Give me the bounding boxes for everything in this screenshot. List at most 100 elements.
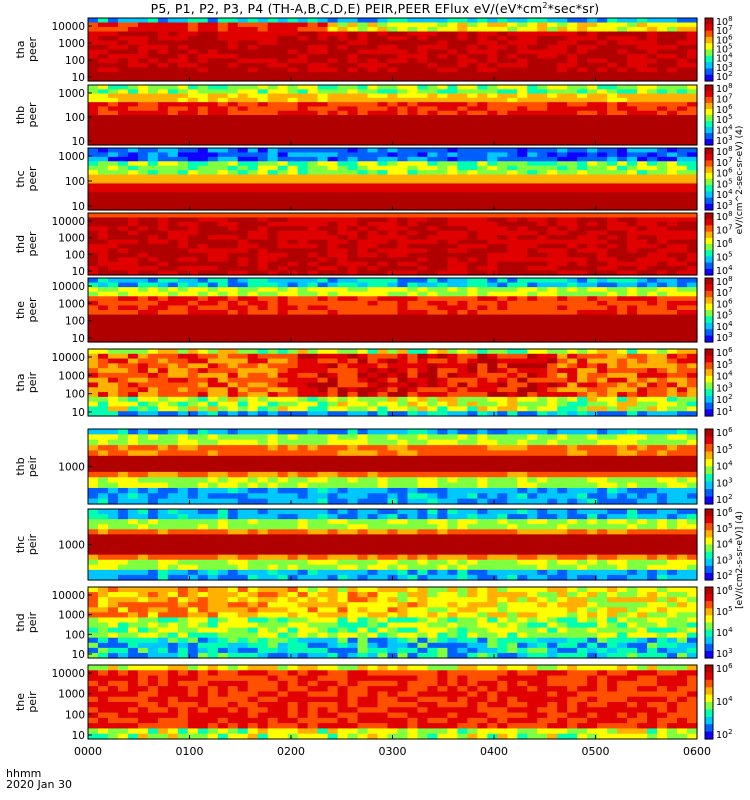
heatmap-cell bbox=[127, 54, 139, 60]
heatmap-cell bbox=[587, 314, 598, 320]
heatmap-cell bbox=[537, 328, 548, 334]
heatmap-cell bbox=[637, 123, 648, 129]
heatmap-cell bbox=[397, 382, 409, 388]
heatmap-cell bbox=[587, 165, 598, 171]
heatmap-cell bbox=[147, 76, 159, 82]
heatmap-cell bbox=[427, 123, 439, 129]
heatmap-cell bbox=[627, 196, 638, 202]
heatmap-cell bbox=[88, 221, 99, 227]
heatmap-cell bbox=[317, 136, 329, 142]
heatmap-cell bbox=[317, 119, 329, 125]
heatmap-cell bbox=[377, 205, 389, 211]
heatmap-cell bbox=[667, 156, 678, 162]
heatmap-cell bbox=[247, 127, 259, 133]
heatmap-cell bbox=[247, 67, 259, 73]
heatmap-cell bbox=[647, 63, 658, 69]
heatmap-cell bbox=[227, 291, 239, 297]
heatmap-cell bbox=[197, 49, 209, 55]
heatmap-cell bbox=[427, 192, 439, 198]
heatmap-cell bbox=[497, 76, 508, 82]
heatmap-cell bbox=[357, 296, 369, 302]
heatmap-cell bbox=[657, 187, 668, 193]
heatmap-cell bbox=[307, 119, 319, 125]
heatmap-cell bbox=[527, 148, 538, 154]
heatmap-cell bbox=[88, 406, 99, 412]
heatmap-cell bbox=[427, 310, 439, 316]
heatmap-cell bbox=[557, 165, 568, 171]
heatmap-cell bbox=[217, 156, 229, 162]
heatmap-cell bbox=[237, 213, 249, 219]
heatmap-cell bbox=[487, 27, 498, 33]
panel-ylabel-probe: tha bbox=[14, 40, 27, 58]
heatmap-cell bbox=[167, 170, 179, 176]
heatmap-cell bbox=[507, 67, 518, 73]
heatmap-cell bbox=[157, 328, 169, 334]
heatmap-cell bbox=[357, 93, 369, 99]
heatmap-cell bbox=[477, 110, 488, 116]
heatmap-cell bbox=[127, 152, 139, 158]
heatmap-cell bbox=[107, 349, 119, 355]
heatmap-cell bbox=[577, 156, 588, 162]
heatmap-cell bbox=[257, 85, 269, 90]
heatmap-cell bbox=[367, 183, 379, 189]
heatmap-cell bbox=[617, 22, 628, 28]
heatmap-cell bbox=[417, 132, 429, 138]
heatmap-cell bbox=[117, 196, 129, 202]
heatmap-cell bbox=[437, 310, 449, 316]
heatmap-cell bbox=[377, 372, 389, 379]
heatmap-cell bbox=[157, 196, 169, 202]
heatmap-cell bbox=[497, 305, 508, 311]
heatmap-cell bbox=[157, 217, 169, 223]
heatmap-cell bbox=[397, 406, 409, 412]
heatmap-cell bbox=[357, 110, 369, 116]
heatmap-cell bbox=[197, 205, 209, 211]
heatmap-cell bbox=[337, 287, 349, 293]
heatmap-cell bbox=[427, 106, 439, 112]
heatmap-cell bbox=[527, 282, 538, 288]
heatmap-cell bbox=[187, 387, 199, 393]
heatmap-cell bbox=[247, 49, 259, 55]
heatmap-cell bbox=[387, 328, 399, 334]
heatmap-cell bbox=[387, 252, 399, 258]
heatmap-cell bbox=[497, 323, 508, 329]
heatmap-cell bbox=[637, 31, 648, 37]
heatmap-cell bbox=[117, 97, 129, 103]
heatmap-cell bbox=[417, 123, 429, 129]
heatmap-cell bbox=[687, 179, 698, 185]
heatmap-cell bbox=[607, 110, 618, 116]
heatmap-cell bbox=[117, 201, 129, 207]
heatmap-cell bbox=[687, 187, 698, 193]
heatmap-cell bbox=[237, 93, 249, 99]
heatmap-cell bbox=[167, 115, 179, 120]
heatmap-cell bbox=[447, 314, 458, 320]
heatmap-cell bbox=[107, 337, 119, 343]
heatmap-cell bbox=[257, 170, 269, 176]
y-tick-label: 10 bbox=[72, 136, 85, 148]
heatmap-cell bbox=[297, 406, 309, 412]
heatmap-cell bbox=[577, 201, 588, 207]
heatmap-cell bbox=[88, 337, 99, 343]
heatmap-cell bbox=[297, 266, 309, 272]
colorbar-segment bbox=[705, 133, 713, 140]
heatmap-cell bbox=[467, 382, 478, 388]
heatmap-cell bbox=[197, 76, 209, 82]
heatmap-cell bbox=[477, 282, 488, 288]
heatmap-cell bbox=[167, 201, 179, 207]
heatmap-cell bbox=[527, 85, 538, 90]
heatmap-cell bbox=[177, 63, 189, 69]
heatmap-cell bbox=[617, 140, 628, 146]
heatmap-cell bbox=[257, 392, 269, 398]
heatmap-cell bbox=[257, 261, 269, 267]
heatmap-cell bbox=[497, 187, 508, 193]
heatmap-cell bbox=[327, 392, 339, 398]
heatmap-cell bbox=[337, 291, 349, 297]
heatmap-cell bbox=[167, 156, 179, 162]
heatmap-cell bbox=[237, 244, 249, 250]
heatmap-cell bbox=[317, 401, 329, 408]
heatmap-cell bbox=[537, 323, 548, 329]
heatmap-cell bbox=[607, 152, 618, 158]
heatmap-cell bbox=[177, 221, 189, 227]
heatmap-cell bbox=[207, 156, 219, 162]
heatmap-cell bbox=[97, 36, 109, 42]
heatmap-cell bbox=[447, 196, 458, 202]
